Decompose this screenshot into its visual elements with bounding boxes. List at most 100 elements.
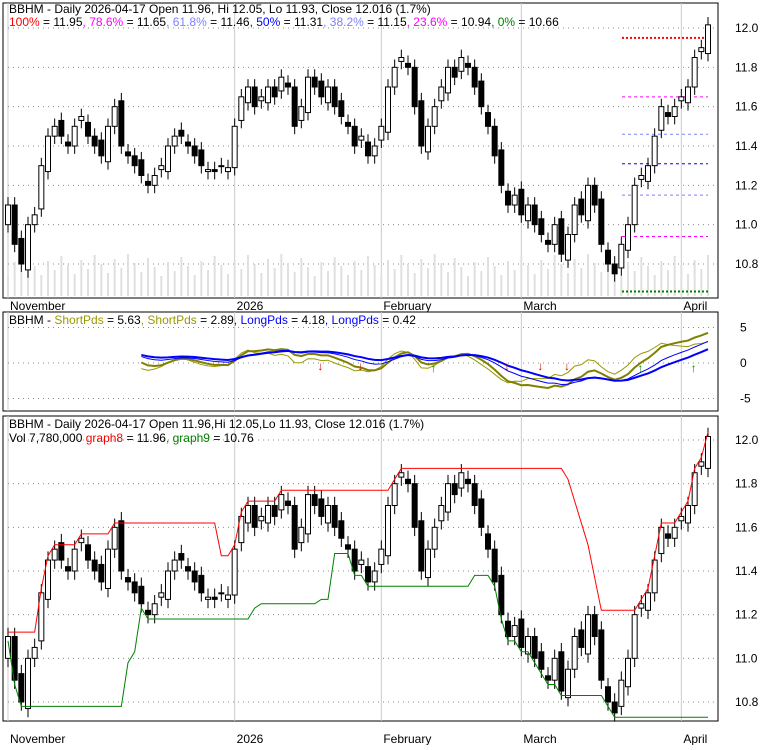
candle-lower [265, 505, 271, 524]
graph9-line [7, 553, 708, 718]
candle [151, 175, 158, 186]
candle-lower [398, 472, 405, 478]
candle-lower [431, 526, 438, 550]
pane3-title: BBHM - Daily 2026-04-17 Open 11.96,Hi 12… [9, 417, 424, 431]
candle-lower [578, 629, 585, 648]
candle-lower [65, 566, 71, 572]
candle [618, 243, 625, 269]
candle-lower [91, 559, 98, 572]
candle-lower [625, 657, 631, 688]
candle [418, 100, 425, 147]
y-tick-label: 12.0 [735, 21, 759, 35]
candle [278, 76, 285, 92]
candle-lower [691, 472, 698, 506]
candle [545, 239, 551, 245]
sell-arrow: ↓ [537, 359, 543, 373]
candle [358, 135, 365, 141]
candle-lower [571, 636, 578, 670]
candle [98, 139, 105, 157]
fib-legend-value: = 10.66 [515, 15, 559, 29]
indicator-legend-value: = 2.89 [197, 313, 234, 327]
graph-legend-name: , graph9 [166, 431, 210, 445]
x-tick-label-bottom: February [383, 732, 431, 745]
indicator-legend-name: , LongPds [325, 313, 379, 327]
candle-lower [171, 559, 178, 572]
candle [598, 198, 605, 245]
candle [45, 135, 51, 173]
candle-lower [5, 636, 11, 659]
candle [318, 80, 325, 98]
candle-lower [238, 515, 245, 544]
y-tick-label: 11.4 [735, 139, 758, 153]
candle [25, 224, 31, 271]
candle-lower [78, 537, 85, 544]
candle [571, 204, 578, 235]
candle-lower [131, 581, 138, 594]
candle [11, 204, 18, 245]
candle-lower [58, 542, 65, 561]
candle [225, 167, 231, 173]
candle [231, 125, 238, 169]
candle [111, 106, 118, 127]
candle-lower [158, 592, 165, 598]
candle-lower [671, 526, 678, 539]
candle [131, 155, 138, 167]
candle-lower [105, 548, 111, 589]
candle [498, 149, 505, 186]
graph-legend-value: = 11.96 [123, 431, 166, 445]
y-tick-label: 11.8 [735, 477, 758, 491]
y-tick-label: 11.8 [735, 60, 758, 74]
candle [651, 135, 658, 167]
candle-lower [498, 574, 505, 616]
candle [431, 106, 438, 127]
candle-lower [185, 566, 191, 572]
candle [265, 86, 271, 104]
candle-lower [318, 498, 325, 517]
y-tick-label: 11.4 [735, 564, 758, 578]
candle [505, 190, 511, 206]
candle-lower [451, 483, 458, 496]
candle-lower [38, 592, 45, 642]
candle [425, 125, 431, 153]
candle-lower [385, 505, 391, 557]
candle-lower [271, 505, 278, 517]
candle-lower [325, 505, 331, 524]
candle-lower [225, 594, 231, 600]
candle [285, 82, 291, 88]
candle-lower [145, 609, 151, 616]
candle [305, 76, 311, 114]
fib-legend-label: , 23.6% [407, 15, 448, 29]
candle [31, 214, 38, 226]
fib-legend-value: = 10.94 [447, 15, 491, 29]
candle-lower [365, 566, 371, 583]
candle [491, 125, 498, 157]
sell-arrow: ↓ [564, 359, 570, 373]
fib-legend-value: = 11.65 [123, 15, 166, 29]
indicator-legend-name: , LongPds [234, 313, 288, 327]
candle-lower [471, 483, 478, 506]
candle-lower [378, 548, 385, 565]
candle-lower [351, 548, 358, 572]
candle [345, 121, 351, 127]
candle [178, 129, 185, 137]
candle-lower [285, 500, 291, 506]
candle-lower [485, 533, 491, 550]
candle [625, 224, 631, 251]
candle-lower [278, 494, 285, 511]
candle-lower [371, 570, 378, 583]
x-tick-label-top: April [683, 299, 707, 313]
y-tick-label: 5 [740, 321, 747, 335]
candle-lower [511, 625, 518, 637]
candle-lower [151, 603, 158, 616]
candle-lower [31, 646, 38, 659]
candle [485, 112, 491, 127]
indicator-legend-value: = 0.42 [379, 313, 416, 327]
candle-lower [545, 675, 551, 681]
candle-lower [338, 520, 345, 539]
candle-lower [391, 483, 398, 506]
candle-lower [51, 548, 58, 561]
candle [331, 86, 338, 108]
candle-lower [345, 544, 351, 550]
candle-lower [198, 574, 205, 594]
candle [238, 96, 245, 121]
